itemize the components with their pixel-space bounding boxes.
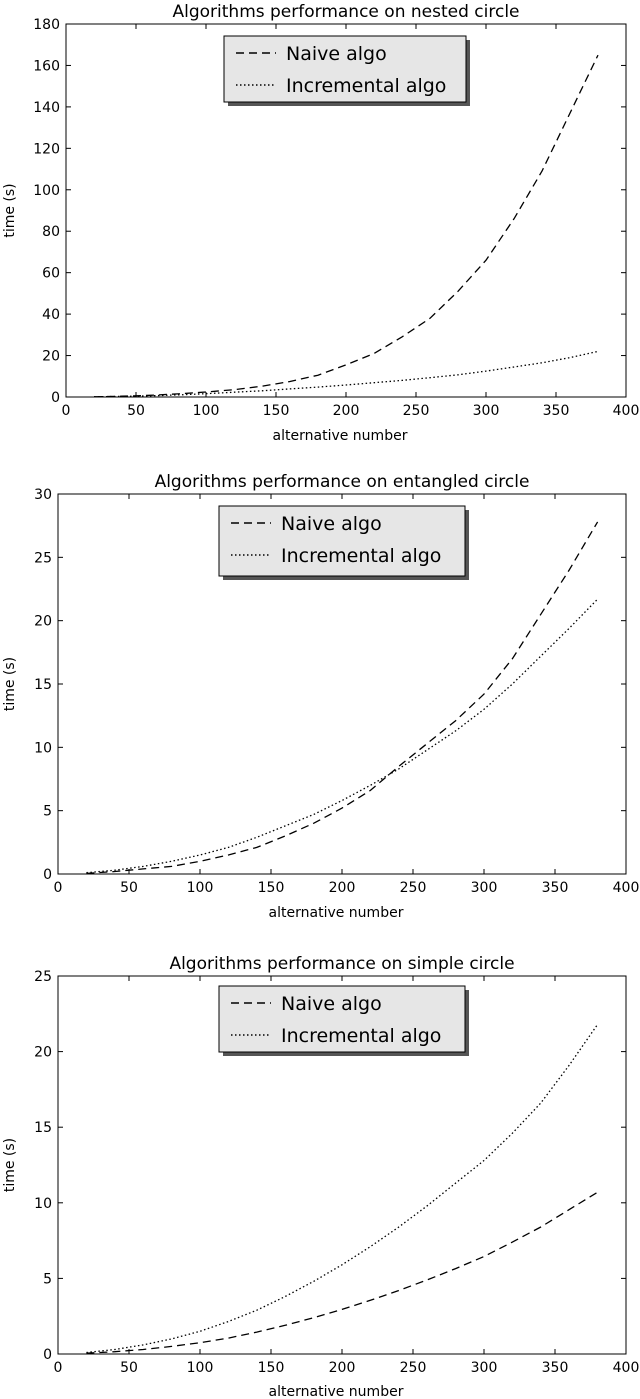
y-tick-label: 25 (34, 550, 52, 566)
x-tick-label: 250 (400, 880, 427, 896)
legend-label: Naive algo (286, 43, 387, 65)
y-tick-label: 0 (51, 390, 60, 406)
legend-label: Incremental algo (281, 1025, 441, 1047)
chart-1: Algorithms performance on nested circle 0… (2, 2, 639, 444)
chart-3: Algorithms performance on simple circle 0… (2, 954, 639, 1399)
legend-box (218, 985, 466, 1053)
series-line-naive (86, 521, 599, 875)
series-line-incremental (86, 1024, 599, 1354)
legend-label: Naive algo (281, 993, 382, 1015)
x-tick-label: 300 (471, 1360, 498, 1376)
chart-2: Algorithms performance on entangled circ… (2, 472, 639, 921)
x-tick-label: 350 (542, 1360, 569, 1376)
y-axis-label: time (s) (2, 1138, 18, 1192)
y-tick-label: 80 (42, 224, 60, 240)
y-tick-label: 10 (34, 740, 52, 756)
x-tick-label: 350 (543, 403, 570, 419)
x-tick-label: 200 (329, 880, 356, 896)
y-tick-label: 40 (42, 307, 60, 323)
x-tick-label: 200 (333, 403, 360, 419)
x-axis-label: alternative number (273, 428, 408, 444)
x-tick-label: 150 (263, 403, 290, 419)
x-tick-label: 50 (120, 1360, 138, 1376)
y-tick-label: 180 (33, 17, 60, 33)
legend-box (218, 505, 466, 577)
chart-title: Algorithms performance on entangled circ… (155, 472, 530, 492)
x-tick-label: 0 (54, 880, 63, 896)
x-tick-label: 400 (613, 1360, 640, 1376)
chart-title: Algorithms performance on nested circle (173, 2, 520, 22)
x-tick-label: 350 (542, 880, 569, 896)
y-tick-label: 0 (43, 867, 52, 883)
chart-title: Algorithms performance on simple circle (169, 954, 514, 974)
series-line-naive (86, 1191, 598, 1354)
legend: Naive algo Incremental algo (223, 35, 470, 106)
x-tick-label: 200 (329, 1360, 356, 1376)
y-axis-label: time (s) (2, 183, 18, 237)
x-tick-label: 150 (258, 1360, 285, 1376)
y-tick-label: 100 (33, 183, 60, 199)
x-tick-label: 50 (120, 880, 138, 896)
x-tick-label: 100 (193, 403, 220, 419)
y-tick-label: 60 (42, 266, 60, 282)
legend-label: Incremental algo (286, 75, 446, 97)
y-axis-label: time (s) (2, 657, 18, 711)
y-tick-label: 5 (43, 1271, 52, 1287)
x-tick-label: 400 (613, 880, 640, 896)
series-line-incremental (93, 350, 599, 398)
x-tick-label: 400 (613, 403, 640, 419)
y-tick-label: 20 (34, 614, 52, 630)
y-tick-label: 15 (34, 1120, 52, 1136)
x-tick-label: 50 (127, 403, 145, 419)
y-tick-label: 160 (33, 58, 60, 74)
legend: Naive algo Incremental algo (218, 985, 469, 1056)
series-line-naive (93, 54, 599, 398)
series-line-incremental (86, 598, 599, 874)
y-tick-label: 20 (42, 349, 60, 365)
y-tick-label: 25 (34, 969, 52, 985)
x-tick-label: 300 (471, 880, 498, 896)
x-axis-label: alternative number (269, 1384, 404, 1399)
x-tick-label: 100 (187, 1360, 214, 1376)
x-tick-label: 150 (258, 880, 285, 896)
y-tick-label: 10 (34, 1196, 52, 1212)
y-tick-label: 5 (43, 804, 52, 820)
x-tick-label: 0 (62, 403, 71, 419)
y-tick-label: 20 (34, 1045, 52, 1061)
y-tick-label: 120 (33, 141, 60, 157)
y-tick-label: 0 (43, 1347, 52, 1363)
legend-label: Naive algo (281, 513, 382, 535)
legend-label: Incremental algo (281, 545, 441, 567)
x-axis-label: alternative number (269, 905, 404, 921)
y-tick-label: 140 (33, 100, 60, 116)
legend: Naive algo Incremental algo (218, 505, 469, 580)
x-tick-label: 300 (473, 403, 500, 419)
x-tick-label: 100 (187, 880, 214, 896)
y-tick-label: 30 (34, 487, 52, 503)
legend-box (223, 35, 467, 103)
x-tick-label: 250 (403, 403, 430, 419)
y-tick-label: 15 (34, 677, 52, 693)
x-tick-label: 0 (54, 1360, 63, 1376)
x-tick-label: 250 (400, 1360, 427, 1376)
